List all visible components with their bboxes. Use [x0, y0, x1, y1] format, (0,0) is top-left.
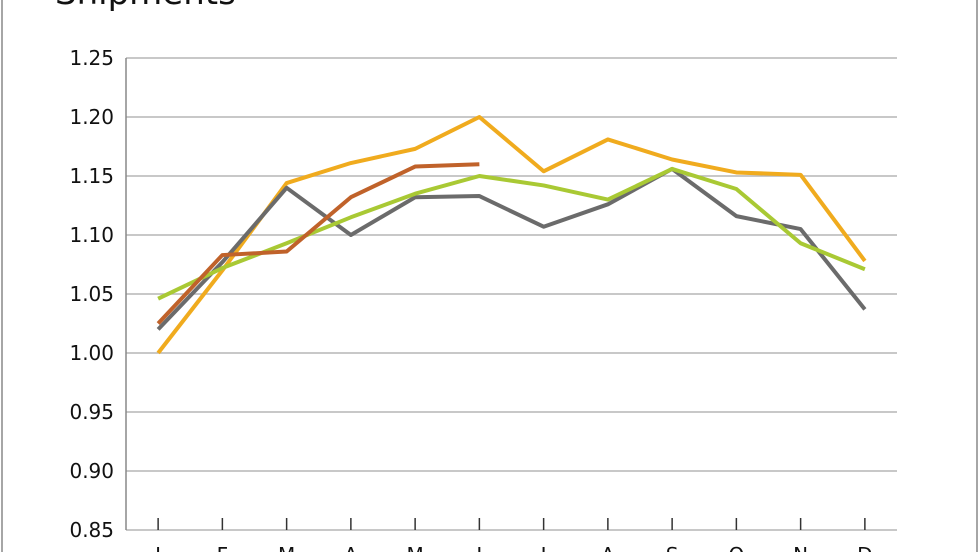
chart-title: Shipments [55, 0, 236, 13]
y-tick-label: 1.00 [69, 341, 114, 365]
x-tick-label: A [601, 543, 615, 552]
x-tick-label: S [666, 543, 679, 552]
x-tick-label: F [217, 543, 229, 552]
x-tick-label: M [406, 543, 423, 552]
x-tick-label: J [153, 543, 161, 552]
y-tick-label: 0.85 [69, 518, 114, 542]
series-line [156, 162, 480, 325]
y-tick-label: 1.25 [69, 46, 114, 70]
y-tick-label: 1.20 [69, 105, 114, 129]
x-tick-label: A [344, 543, 358, 552]
y-tick-label: 1.05 [69, 282, 114, 306]
x-tick-label: O [729, 543, 745, 552]
y-tick-label: 0.90 [69, 459, 114, 483]
x-tick-label: D [857, 543, 872, 552]
series-line [156, 166, 867, 331]
x-tick-label: M [278, 543, 295, 552]
x-tick-label: N [793, 543, 808, 552]
x-tick-label: J [474, 543, 482, 552]
series-line [157, 166, 866, 301]
y-tick-label: 0.95 [69, 400, 114, 424]
y-tick-label: 1.15 [69, 164, 114, 188]
y-tick-label: 1.10 [69, 223, 114, 247]
x-tick-label: J [539, 543, 547, 552]
